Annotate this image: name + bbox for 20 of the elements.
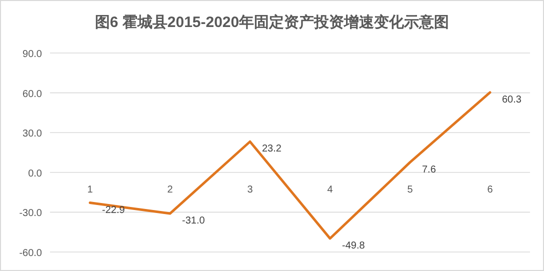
y-tick-label: 0.0 — [28, 168, 42, 180]
x-tick-label: 6 — [487, 184, 494, 196]
y-tick-label: 90.0 — [22, 49, 42, 60]
y-tick-label: 30.0 — [22, 128, 42, 140]
x-tick-label: 4 — [327, 184, 334, 196]
x-tick-label: 3 — [247, 184, 254, 196]
x-tick-label: 5 — [407, 184, 414, 196]
line-series — [88, 91, 492, 240]
y-tick-label: -60.0 — [19, 248, 42, 259]
y-tick-label: -30.0 — [19, 208, 42, 220]
x-tick-label: 2 — [167, 184, 174, 196]
x-tick-label: 1 — [87, 184, 94, 196]
chart-title: 图6 霍城县2015-2020年固定资产投资增速变化示意图 — [94, 13, 450, 31]
data-label: -49.8 — [342, 240, 366, 252]
data-label: -31.0 — [182, 216, 206, 227]
y-tick-label: 60.0 — [22, 88, 42, 100]
data-label: 23.2 — [262, 144, 282, 155]
data-label: 60.3 — [502, 94, 522, 106]
data-label: 7.6 — [422, 164, 436, 176]
data-label: -22.9 — [102, 204, 126, 216]
